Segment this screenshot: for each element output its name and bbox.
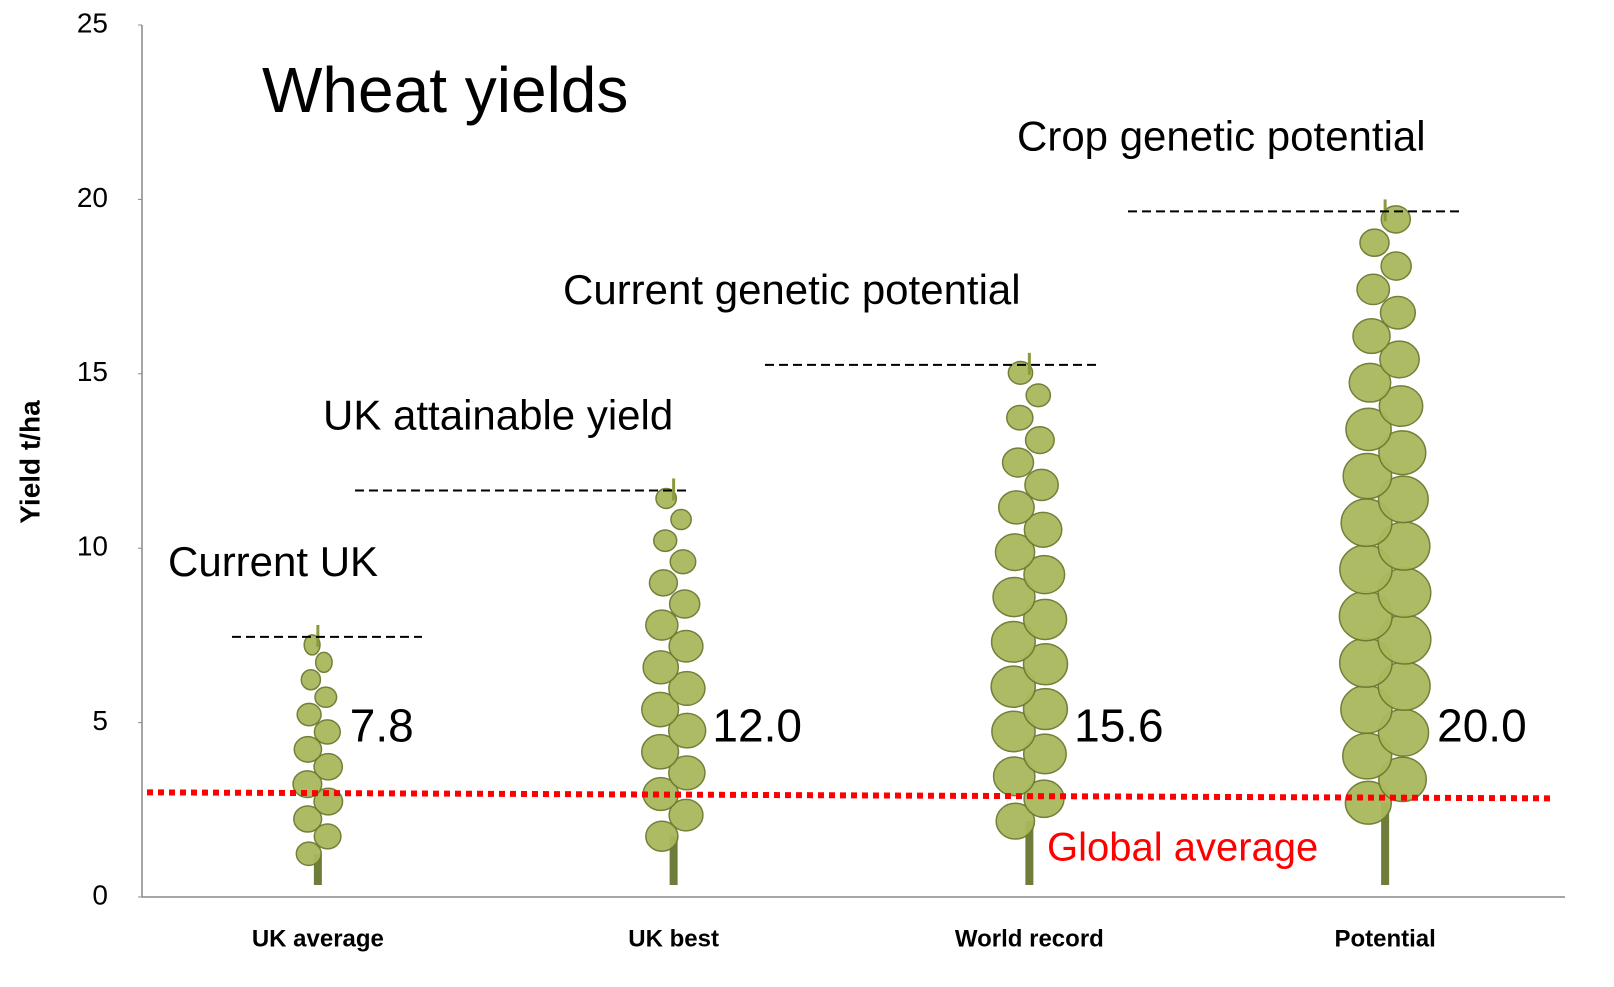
y-tick-label: 15 xyxy=(77,356,108,387)
annotation: Current genetic potential xyxy=(563,266,1021,313)
spikelet xyxy=(1356,273,1391,306)
spikelet xyxy=(1005,404,1034,431)
spikelet xyxy=(1378,385,1424,428)
y-axis-label: Yield t/ha xyxy=(14,400,45,524)
spikelet xyxy=(1345,407,1392,452)
spikelet xyxy=(645,609,679,641)
spikelet xyxy=(1378,756,1427,803)
spikelet xyxy=(668,798,704,832)
spikelet xyxy=(667,712,707,749)
spikelet xyxy=(995,802,1036,840)
y-tick-label: 20 xyxy=(77,182,108,213)
spikelet xyxy=(293,735,323,763)
stem xyxy=(1025,821,1034,885)
spikelet xyxy=(1379,295,1417,330)
spikelet xyxy=(648,569,679,597)
spikelet xyxy=(670,508,692,531)
spikelet xyxy=(1377,475,1429,524)
spikelet xyxy=(1024,426,1055,455)
value-label: 15.6 xyxy=(1074,700,1164,752)
value-label: 12.0 xyxy=(712,700,802,752)
spikelet xyxy=(992,576,1036,618)
y-tick-label: 10 xyxy=(77,531,108,562)
spikelet xyxy=(645,820,679,852)
spikelet xyxy=(314,651,333,674)
value-label: 7.8 xyxy=(350,700,414,752)
x-tick-label: World record xyxy=(955,925,1104,952)
spikelet xyxy=(313,752,344,781)
spikelet xyxy=(990,620,1036,663)
spikelet xyxy=(668,629,704,663)
value-label: 20.0 xyxy=(1437,700,1527,752)
spikelet xyxy=(295,841,322,867)
reference-line xyxy=(146,789,1553,802)
annotation: Current UK xyxy=(168,538,378,585)
spikelet xyxy=(642,650,680,685)
x-tick-label: Potential xyxy=(1334,925,1435,952)
spikelet xyxy=(1023,554,1066,595)
spikelet xyxy=(668,755,706,791)
annotation: Crop genetic potential xyxy=(1017,112,1426,159)
stem xyxy=(313,853,322,885)
spikelet xyxy=(991,710,1036,753)
spikelet xyxy=(653,529,678,553)
spikelet xyxy=(314,686,338,708)
spikelet xyxy=(1025,383,1052,408)
spikelet xyxy=(1007,360,1034,385)
spikelet xyxy=(668,670,706,707)
x-tick-label: UK average xyxy=(252,925,384,952)
spikelet xyxy=(1359,228,1390,258)
spikelet xyxy=(1022,687,1069,731)
spikelet xyxy=(1022,598,1068,641)
spikelet xyxy=(1023,511,1063,548)
spikelet xyxy=(296,702,322,727)
spikelet xyxy=(313,719,341,745)
spikelet xyxy=(1379,340,1420,379)
spikelet xyxy=(303,634,321,656)
spikelet xyxy=(1380,251,1412,281)
spikelet xyxy=(641,691,680,728)
y-tick-label: 5 xyxy=(92,705,108,736)
spikelet xyxy=(997,490,1035,525)
spikelet xyxy=(1342,452,1393,500)
spikelet xyxy=(655,487,678,510)
spikelet xyxy=(1344,780,1392,825)
wheat-ear xyxy=(292,624,344,885)
spikelet xyxy=(1378,430,1427,476)
wheat-ear xyxy=(641,478,707,885)
y-tick-label: 25 xyxy=(77,7,108,38)
wheat-ear xyxy=(1338,199,1432,885)
annotation: UK attainable yield xyxy=(323,392,673,439)
spikelet xyxy=(313,823,342,850)
stem xyxy=(1381,802,1390,885)
x-tick-label: UK best xyxy=(628,925,719,952)
spikelet xyxy=(300,668,322,691)
spikelet xyxy=(1022,642,1069,686)
spikelet xyxy=(1024,468,1059,502)
stem xyxy=(669,836,678,885)
spikelet xyxy=(293,805,323,833)
spikelet xyxy=(1001,447,1035,478)
spikelet xyxy=(990,665,1037,708)
wheat-ear xyxy=(990,352,1069,885)
spikelet xyxy=(992,756,1036,797)
y-tick-label: 0 xyxy=(92,879,108,910)
spikelet xyxy=(1022,733,1067,775)
spikelet xyxy=(994,533,1036,572)
spikelet xyxy=(669,549,697,575)
reference-label: Global average xyxy=(1047,826,1318,870)
spikelet xyxy=(668,589,701,619)
chart-title: Wheat yields xyxy=(262,54,628,126)
spikelet xyxy=(641,733,680,770)
spikelet xyxy=(1352,318,1391,355)
spikelet xyxy=(1348,362,1392,403)
spikelet xyxy=(1380,205,1412,234)
